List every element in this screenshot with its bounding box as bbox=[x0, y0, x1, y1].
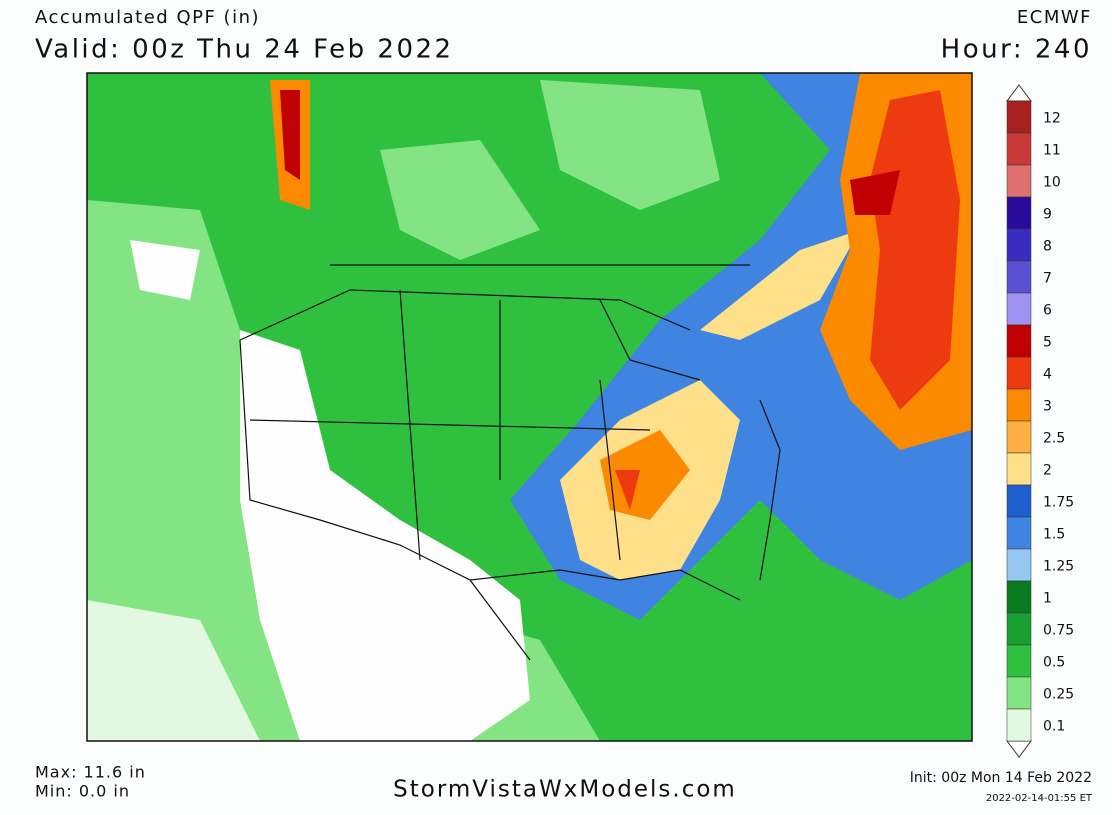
legend-swatch bbox=[1006, 516, 1032, 550]
legend-label: 6 bbox=[1043, 303, 1052, 319]
site: StormVistaWxModels.com bbox=[393, 777, 737, 803]
legend-label: 11 bbox=[1043, 143, 1061, 159]
precip-2in bbox=[700, 230, 860, 340]
legend-swatch bbox=[1006, 132, 1032, 166]
legend-label: 9 bbox=[1043, 207, 1052, 223]
legend-label: 12 bbox=[1043, 111, 1061, 127]
legend-swatch bbox=[1006, 548, 1032, 582]
title: Accumulated QPF (in) bbox=[35, 7, 260, 28]
legend-label: 1 bbox=[1043, 591, 1052, 607]
dry-area bbox=[240, 330, 530, 741]
precip-4in bbox=[615, 470, 640, 510]
legend-swatch bbox=[1006, 260, 1032, 294]
precip-4in bbox=[870, 90, 960, 410]
legend-swatch bbox=[1006, 292, 1032, 326]
legend: 12 11 10 9 8 7 6 5 4 3 2.5 2 1.75 1.5 1.25 1 0.75 0.5 0.25… bbox=[1006, 84, 1074, 758]
max-value: Max: 11.6 in bbox=[35, 763, 146, 782]
legend-label: 7 bbox=[1043, 271, 1052, 287]
state-lines bbox=[249, 264, 750, 561]
legend-swatch bbox=[1006, 484, 1032, 518]
legend-label: 2.5 bbox=[1043, 431, 1065, 447]
forecast-hour: Hour: 240 bbox=[941, 35, 1092, 65]
timestamp: 2022-02-14-01:55 ET bbox=[986, 793, 1093, 804]
legend-label: 4 bbox=[1043, 367, 1052, 383]
legend-swatch bbox=[1006, 676, 1032, 710]
legend-label: 1.75 bbox=[1043, 495, 1074, 511]
light-precip bbox=[540, 80, 720, 210]
min-value: Min: 0.0 in bbox=[35, 782, 130, 801]
map-frame bbox=[86, 72, 973, 742]
legend-label: 0.75 bbox=[1043, 623, 1074, 639]
legend-swatch bbox=[1006, 388, 1032, 422]
legend-swatch bbox=[1006, 580, 1032, 614]
precip-5in bbox=[850, 170, 900, 215]
legend-label: 2 bbox=[1043, 463, 1052, 479]
light-precip bbox=[87, 200, 600, 741]
dry-area bbox=[130, 240, 200, 300]
map bbox=[86, 72, 973, 742]
light-precip bbox=[87, 600, 260, 741]
legend-swatch bbox=[1006, 644, 1032, 678]
legend-swatch bbox=[1006, 164, 1032, 198]
legend-swatch bbox=[1006, 196, 1032, 230]
legend-swatch bbox=[1006, 100, 1032, 134]
light-precip bbox=[380, 140, 540, 260]
legend-label: 1.25 bbox=[1043, 559, 1074, 575]
legend-label: 1.5 bbox=[1043, 527, 1065, 543]
legend-label: 0.25 bbox=[1043, 687, 1074, 703]
legend-swatch bbox=[1006, 420, 1032, 454]
legend-swatch bbox=[1006, 324, 1032, 358]
legend-label: 5 bbox=[1043, 335, 1052, 351]
legend-label: 8 bbox=[1043, 239, 1052, 255]
init-time: Init: 00z Mon 14 Feb 2022 bbox=[910, 770, 1092, 786]
precip-3in bbox=[600, 430, 690, 520]
valid-time: Valid: 00z Thu 24 Feb 2022 bbox=[35, 35, 454, 65]
model: ECMWF bbox=[1017, 7, 1092, 28]
legend-label: 10 bbox=[1043, 175, 1061, 191]
precip-5in bbox=[280, 90, 300, 180]
legend-label: 0.5 bbox=[1043, 655, 1065, 671]
legend-swatch bbox=[1006, 356, 1032, 390]
legend-label: 3 bbox=[1043, 399, 1052, 415]
legend-swatch bbox=[1006, 708, 1032, 742]
legend-swatch bbox=[1006, 228, 1032, 262]
borders bbox=[239, 289, 781, 661]
legend-arrow-top bbox=[1006, 84, 1032, 102]
legend-swatch bbox=[1006, 452, 1032, 486]
legend-swatch bbox=[1006, 612, 1032, 646]
legend-label: 0.1 bbox=[1043, 719, 1065, 735]
legend-arrow-bottom bbox=[1006, 740, 1032, 758]
